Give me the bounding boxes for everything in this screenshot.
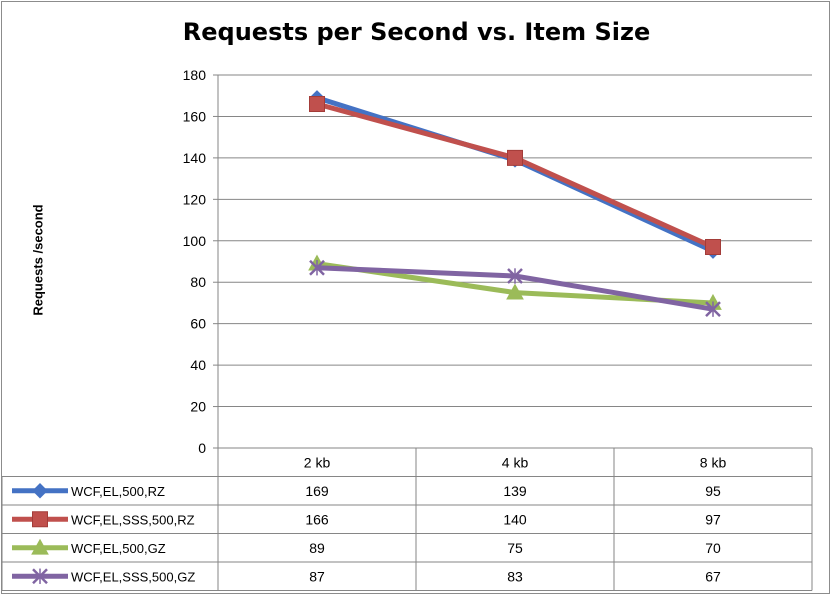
y-tick-label: 40 [190, 357, 206, 373]
data-table: 2 kb 4 kb 8 kb WCF,EL,500,RZ 169 139 95 WCF,EL,… [1, 447, 813, 591]
table-value: 139 [503, 483, 527, 499]
y-tick-label: 140 [183, 150, 207, 166]
chart-title: Requests per Second vs. Item Size [182, 18, 651, 46]
table-value: 169 [305, 483, 329, 499]
table-value: 75 [507, 540, 523, 556]
y-tick-label: 80 [190, 274, 206, 290]
y-tick-label: 180 [183, 67, 207, 83]
y-tick-label: 120 [183, 191, 207, 207]
grid-layer [213, 74, 812, 449]
legend-key-marker [32, 568, 48, 585]
table-value: 97 [705, 511, 721, 527]
y-tick-label: 160 [183, 108, 207, 124]
data-point-4 [309, 259, 325, 276]
table-value: 87 [309, 568, 325, 584]
y-tick-label: 0 [198, 440, 206, 456]
x-category-label: 8 kb [700, 454, 727, 470]
legend-key-marker [32, 483, 48, 499]
table-value: 83 [507, 568, 523, 584]
x-category-label: 2 kb [304, 454, 331, 470]
table-value: 140 [503, 511, 527, 527]
y-tick-layer: 0 20 40 60 80 100 120 140 160 180 [183, 67, 207, 456]
legend-series-name: WCF,EL,SSS,500,RZ [71, 512, 195, 527]
y-tick-label: 60 [190, 316, 206, 332]
legend-key-marker [32, 511, 48, 528]
legend-series-name: WCF,EL,500,GZ [71, 541, 166, 556]
y-tick-label: 20 [190, 399, 206, 415]
y-tick-label: 100 [183, 233, 207, 249]
legend-series-name: WCF,EL,SSS,500,GZ [71, 569, 195, 584]
table-value: 95 [705, 483, 721, 499]
data-point-3 [506, 283, 524, 300]
data-point-2 [705, 238, 721, 255]
x-category-label: 4 kb [502, 454, 529, 470]
table-value: 166 [305, 511, 329, 527]
data-point-4 [507, 268, 523, 284]
series-layer [308, 90, 722, 318]
table-value: 89 [309, 540, 325, 556]
legend-key-marker [31, 538, 49, 555]
data-point-2 [309, 96, 325, 113]
table-value: 70 [705, 540, 721, 556]
data-point-4 [705, 301, 721, 318]
table-value: 67 [705, 568, 721, 584]
data-point-2 [507, 149, 523, 166]
legend-series-name: WCF,EL,500,RZ [71, 484, 165, 499]
